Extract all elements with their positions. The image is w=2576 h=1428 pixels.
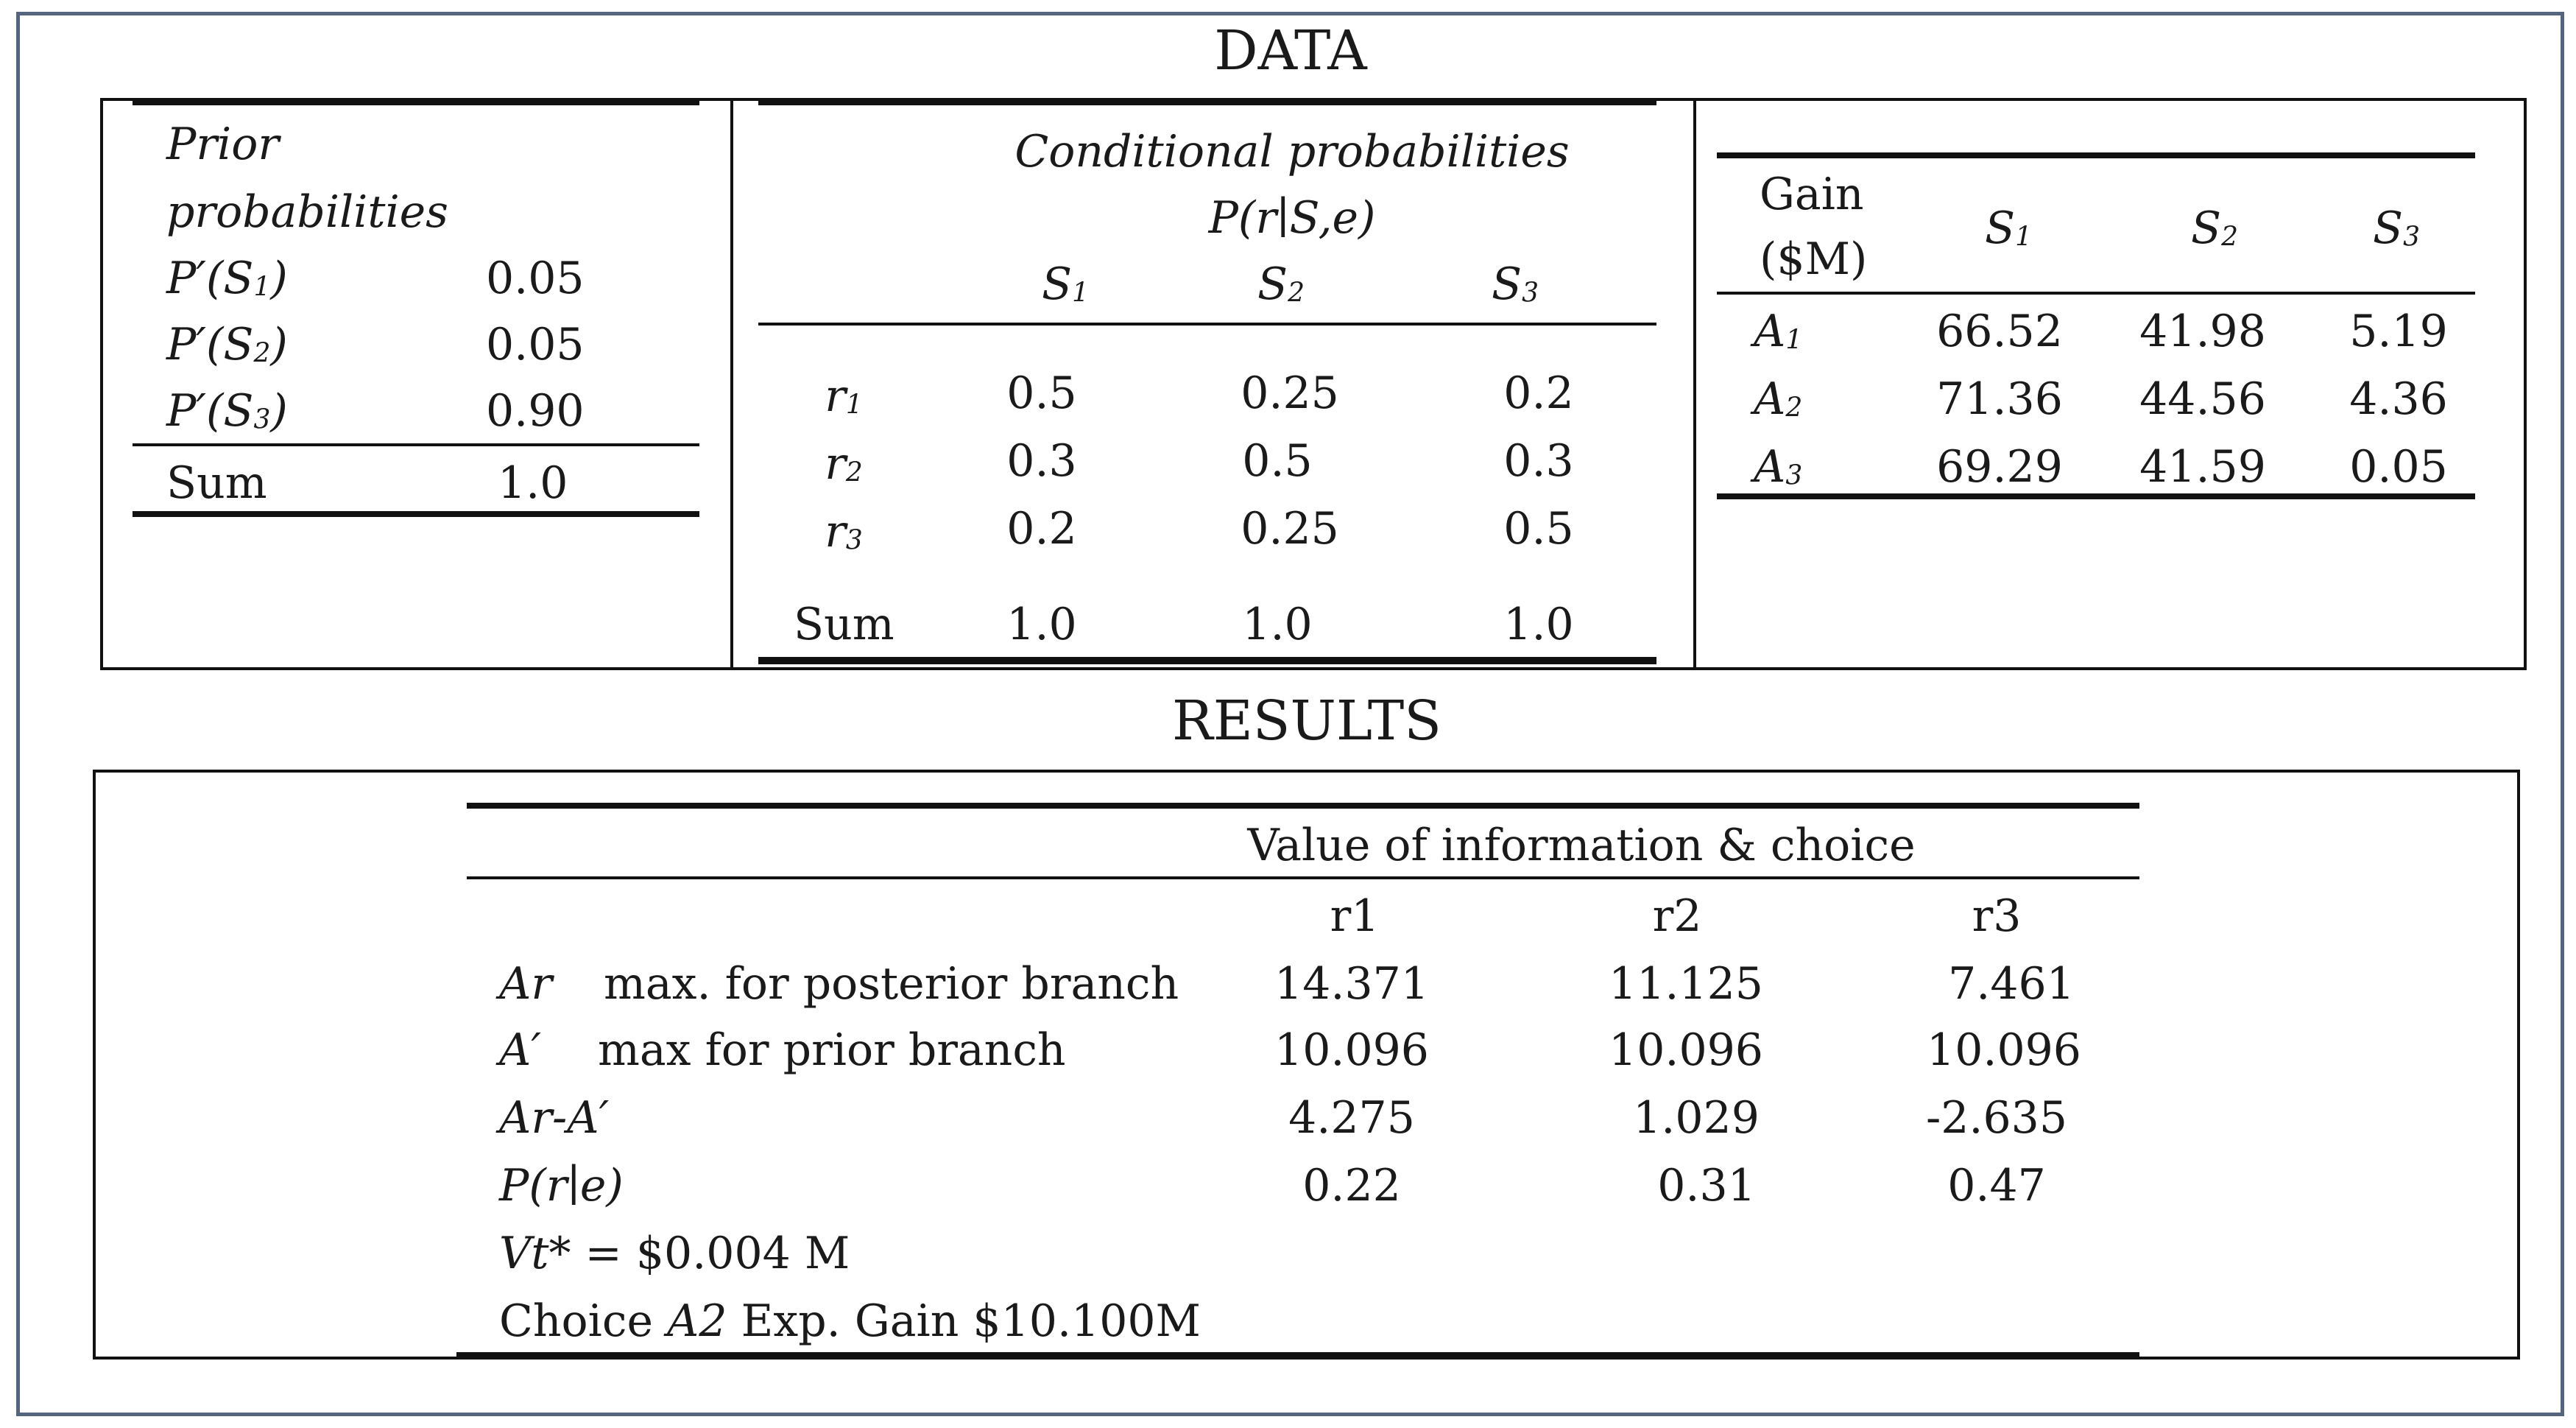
prior-label-s2: P′(S2) <box>166 319 288 370</box>
results-row1-description: max. for posterior branch <box>604 958 1179 1010</box>
prior-label-s1: P′(S1) <box>166 253 288 304</box>
prior-mid-rule <box>133 443 699 446</box>
results-row3-r1: 4.275 <box>1288 1092 1415 1144</box>
conditional-row-r1: r1 <box>825 370 863 422</box>
results-top-rule <box>467 803 2139 809</box>
gain-a2-s1: 71.36 <box>1936 373 2063 425</box>
gain-top-rule <box>1717 152 2475 158</box>
results-row1-r3: 7.461 <box>1948 958 2075 1010</box>
gain-a1-s1: 66.52 <box>1936 306 2063 357</box>
prior-sum-value: 1.0 <box>498 457 568 509</box>
conditional-r3-s3: 0.5 <box>1503 503 1574 555</box>
results-row4-symbol: P(r∣e) <box>499 1160 624 1211</box>
data-title: DATA <box>1214 19 1367 82</box>
conditional-bottom-rule <box>758 657 1656 664</box>
gain-a3-s3: 0.05 <box>2349 441 2448 493</box>
gain-a1-s2: 41.98 <box>2139 306 2266 357</box>
conditional-sum-s2: 1.0 <box>1242 599 1313 650</box>
prior-sum-label: Sum <box>166 457 267 509</box>
conditional-r2-s3: 0.3 <box>1503 435 1574 487</box>
results-row4-r2: 0.31 <box>1657 1160 1756 1211</box>
gain-col-s1: S1 <box>1984 203 2033 254</box>
results-row2-symbol: A′ <box>499 1024 541 1076</box>
results-row2-r1: 10.096 <box>1274 1024 1429 1076</box>
gain-row-a3: A3 <box>1754 441 1803 493</box>
results-bottom-rule <box>456 1352 2139 1358</box>
conditional-header-line1: Conditional probabilities <box>1014 126 1570 177</box>
results-row4-r1: 0.22 <box>1302 1160 1401 1211</box>
figure-frame <box>16 12 2564 1416</box>
gain-col-s2: S2 <box>2190 203 2239 254</box>
conditional-r1-s3: 0.2 <box>1503 367 1574 419</box>
conditional-col-s2: S2 <box>1257 258 1305 310</box>
results-row4-r3: 0.47 <box>1947 1160 2046 1211</box>
gain-col-s3: S3 <box>2372 203 2421 254</box>
data-divider-1 <box>730 98 733 670</box>
gain-a2-s3: 4.36 <box>2349 373 2448 425</box>
results-row1-symbol: Ar <box>499 958 553 1010</box>
gain-a3-s1: 69.29 <box>1936 441 2063 493</box>
results-header: Value of information & choice <box>1247 820 1916 871</box>
conditional-r3-s2: 0.25 <box>1241 503 1339 555</box>
results-row2-description: max for prior branch <box>598 1024 1066 1076</box>
conditional-r1-s2: 0.25 <box>1241 367 1339 419</box>
conditional-col-s3: S3 <box>1491 258 1539 310</box>
conditional-r2-s1: 0.3 <box>1006 435 1077 487</box>
gain-a2-s2: 44.56 <box>2139 373 2266 425</box>
prior-label-s3: P′(S3) <box>166 385 288 437</box>
conditional-r1-s1: 0.5 <box>1006 367 1077 419</box>
gain-header-line2: ($M) <box>1760 233 1868 285</box>
results-title: RESULTS <box>1172 689 1441 753</box>
gain-header-line1: Gain <box>1760 169 1864 220</box>
gain-a3-s2: 41.59 <box>2139 441 2266 493</box>
conditional-mid-rule <box>758 323 1656 326</box>
prior-value-s3: 0.90 <box>486 385 585 437</box>
results-row3-r3: -2.635 <box>1925 1092 2068 1144</box>
results-mid-rule <box>467 876 2139 879</box>
conditional-sum-s1: 1.0 <box>1006 599 1077 650</box>
results-row1-r1: 14.371 <box>1274 958 1429 1010</box>
conditional-r3-s1: 0.2 <box>1006 503 1077 555</box>
prior-bottom-rule <box>133 511 699 517</box>
results-col-r1: r1 <box>1330 890 1380 942</box>
results-col-r2: r2 <box>1652 890 1702 942</box>
results-row2-r3: 10.096 <box>1927 1024 2081 1076</box>
prior-header-line1: Prior <box>166 119 280 170</box>
gain-row-a1: A1 <box>1754 306 1803 357</box>
results-vt-line: Vt* = $0.004 M <box>499 1228 850 1279</box>
results-choice-line: Choice A2 Exp. Gain $10.100M <box>499 1295 1201 1347</box>
conditional-sum-label: Sum <box>794 599 894 650</box>
prior-header-line2: probabilities <box>166 186 448 238</box>
gain-mid-rule <box>1717 292 2475 295</box>
conditional-col-s1: S1 <box>1041 258 1090 310</box>
gain-a1-s3: 5.19 <box>2349 306 2448 357</box>
gain-bottom-rule <box>1717 493 2475 499</box>
results-row3-symbol: Ar-A′ <box>499 1092 610 1144</box>
conditional-row-r3: r3 <box>825 506 863 558</box>
gain-row-a2: A2 <box>1754 373 1803 425</box>
conditional-sum-s3: 1.0 <box>1503 599 1574 650</box>
conditional-r2-s2: 0.5 <box>1242 435 1313 487</box>
data-divider-2 <box>1693 98 1696 670</box>
results-row2-r2: 10.096 <box>1609 1024 1763 1076</box>
conditional-row-r2: r2 <box>825 438 863 490</box>
conditional-header-line2: P(r∣S,e) <box>1208 192 1376 244</box>
conditional-top-rule <box>758 99 1656 105</box>
prior-value-s2: 0.05 <box>486 319 585 370</box>
results-box <box>93 770 2520 1360</box>
results-row1-r2: 11.125 <box>1609 958 1763 1010</box>
results-row3-r2: 1.029 <box>1633 1092 1760 1144</box>
prior-top-rule <box>133 99 699 105</box>
prior-value-s1: 0.05 <box>486 253 585 304</box>
results-col-r3: r3 <box>1972 890 2022 942</box>
